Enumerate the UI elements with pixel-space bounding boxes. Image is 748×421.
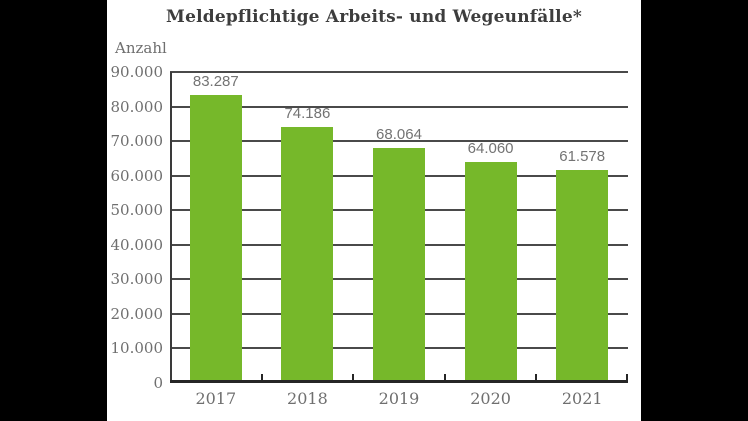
x-axis-line (170, 380, 628, 383)
x-axis-tick-1 (260, 374, 263, 383)
y-tick-label-10.000: 10.000 (110, 339, 164, 358)
plot-area: 83.287 74.186 68.064 64.060 61.578 (170, 71, 628, 383)
chart-panel: Meldepflichtige Arbeits- und Wegeunfälle… (107, 0, 641, 421)
gridline-90.000 (170, 71, 628, 73)
y-tick-label-20.000: 20.000 (110, 304, 164, 323)
chart-title: Meldepflichtige Arbeits- und Wegeunfälle… (166, 7, 582, 27)
y-axis-title: Anzahl (115, 39, 167, 57)
y-axis-line (170, 72, 172, 383)
x-tick-label-2019: 2019 (378, 389, 420, 408)
y-tick-label-90.000: 90.000 (110, 63, 164, 81)
bar-value-label-2019: 68.064 (376, 125, 422, 143)
x-tick-label-2021: 2021 (561, 389, 603, 408)
bar-value-label-2020: 64.060 (467, 139, 514, 157)
x-axis-tick-3 (443, 374, 446, 383)
bar-value-label-2021: 61.578 (559, 148, 606, 166)
x-axis-tick-5 (626, 374, 628, 383)
y-tick-label-70.000: 70.000 (110, 132, 164, 151)
x-tick-label-2020: 2020 (470, 389, 511, 408)
y-tick-label-0: 0 (153, 374, 163, 392)
bar-2021 (556, 170, 609, 383)
y-axis-tick-labels: 0 10.000 20.000 30.000 40.000 50.000 60.000 70.… (107, 63, 164, 392)
x-tick-label-2017: 2017 (195, 389, 237, 408)
bar-2020 (464, 161, 517, 383)
y-tick-label-80.000: 80.000 (110, 97, 164, 116)
bar-value-label-2018: 74.186 (284, 104, 331, 122)
x-axis-tick-2 (352, 374, 355, 383)
bar-value-label-2017: 83.287 (192, 73, 239, 91)
gridline-70.000 (170, 140, 628, 143)
x-axis-tick-4 (535, 374, 538, 383)
bar-2018 (281, 126, 334, 383)
x-axis-tick-labels: 2017 2018 2019 2020 2021 (170, 389, 628, 413)
bar-2019 (373, 147, 425, 383)
x-tick-label-2018: 2018 (287, 389, 328, 408)
y-tick-label-50.000: 50.000 (110, 201, 164, 220)
bar-2017 (189, 95, 242, 383)
y-tick-label-40.000: 40.000 (110, 235, 164, 254)
y-tick-label-60.000: 60.000 (110, 166, 164, 185)
gridline-80.000 (170, 105, 628, 108)
y-tick-label-30.000: 30.000 (110, 270, 164, 289)
